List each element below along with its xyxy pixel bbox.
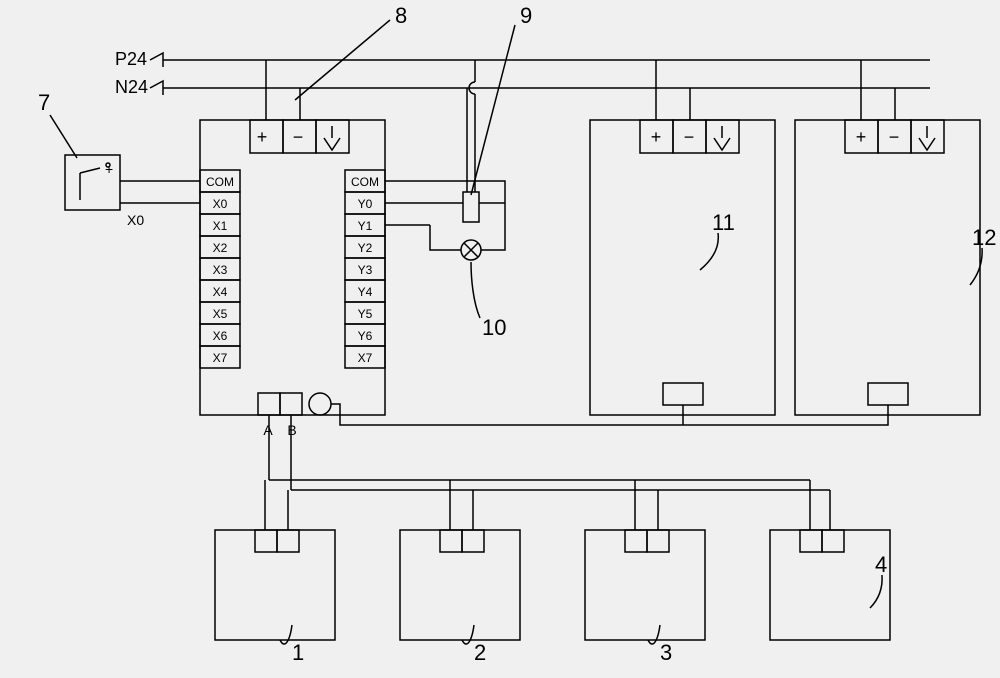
y1-to-lamp <box>430 225 461 250</box>
callout-2-curve <box>462 625 474 644</box>
switch-x0-label: X0 <box>127 212 144 228</box>
plc-bus-b: B <box>287 422 296 438</box>
svg-text:X5: X5 <box>213 307 228 321</box>
box-3 <box>585 480 705 640</box>
relay-9 <box>463 192 479 222</box>
callout-11: 11 <box>712 210 735 235</box>
box-2 <box>400 480 520 640</box>
rail-n24-label: N24 <box>115 77 148 97</box>
lamp-10 <box>461 240 481 260</box>
rail-p24-label: P24 <box>115 49 147 69</box>
plc-plus: + <box>257 127 268 147</box>
callout-7-line <box>50 115 77 158</box>
svg-text:Y6: Y6 <box>358 329 373 343</box>
svg-text:X6: X6 <box>213 329 228 343</box>
callout-12: 12 <box>972 225 996 250</box>
power-rails: P24 N24 <box>115 49 930 97</box>
callout-1-curve <box>280 625 292 644</box>
callout-2: 2 <box>474 640 486 665</box>
callout-9-line <box>471 25 515 195</box>
rail-n24-arrow <box>150 81 163 95</box>
svg-text:Y0: Y0 <box>358 197 373 211</box>
callout-4-curve <box>870 575 882 608</box>
plc-minus: − <box>293 127 304 147</box>
svg-text:+: + <box>651 127 662 147</box>
svg-text:X2: X2 <box>213 241 228 255</box>
svg-text:X0: X0 <box>213 197 228 211</box>
svg-text:Y4: Y4 <box>358 285 373 299</box>
box-1 <box>215 480 335 640</box>
switch-plus: + <box>105 161 113 177</box>
svg-text:Y5: Y5 <box>358 307 373 321</box>
box-12: + − <box>795 120 980 415</box>
svg-text:X1: X1 <box>213 219 228 233</box>
com-return <box>385 181 505 250</box>
callout-1: 1 <box>292 640 304 665</box>
box-4 <box>770 480 890 640</box>
callout-7: 7 <box>38 90 50 115</box>
svg-text:Y3: Y3 <box>358 263 373 277</box>
svg-text:Y2: Y2 <box>358 241 373 255</box>
callout-3-curve <box>648 625 660 644</box>
svg-text:−: − <box>889 127 900 147</box>
circuit-diagram: P24 N24 + − COM X0 X1 X2 X3 X4 X5 X6 X7 <box>0 0 1000 678</box>
callout-4: 4 <box>875 552 887 577</box>
svg-text:Y1: Y1 <box>358 219 373 233</box>
svg-text:−: − <box>684 127 695 147</box>
callout-10: 10 <box>482 315 506 340</box>
callout-8: 8 <box>395 3 407 28</box>
rail-p24-arrow <box>150 53 163 67</box>
callout-11-curve <box>700 233 718 270</box>
svg-text:X4: X4 <box>213 285 228 299</box>
plc-box: + − COM X0 X1 X2 X3 X4 X5 X6 X7 COM Y0 Y… <box>200 120 385 438</box>
svg-text:COM: COM <box>351 175 379 189</box>
svg-text:X7: X7 <box>358 351 373 365</box>
plc-right-terminals: COM Y0 Y1 Y2 Y3 Y4 Y5 Y6 X7 <box>345 170 385 368</box>
svg-text:X7: X7 <box>213 351 228 365</box>
box-11: + − <box>590 120 775 415</box>
switch-7: + X0 <box>65 155 144 228</box>
svg-text:COM: COM <box>206 175 234 189</box>
plc-ground <box>324 126 340 150</box>
svg-text:+: + <box>856 127 867 147</box>
plc-left-terminals: COM X0 X1 X2 X3 X4 X5 X6 X7 <box>200 170 240 368</box>
callout-10-curve <box>471 262 480 318</box>
svg-text:X3: X3 <box>213 263 228 277</box>
callout-9: 9 <box>520 3 532 28</box>
callout-3: 3 <box>660 640 672 665</box>
